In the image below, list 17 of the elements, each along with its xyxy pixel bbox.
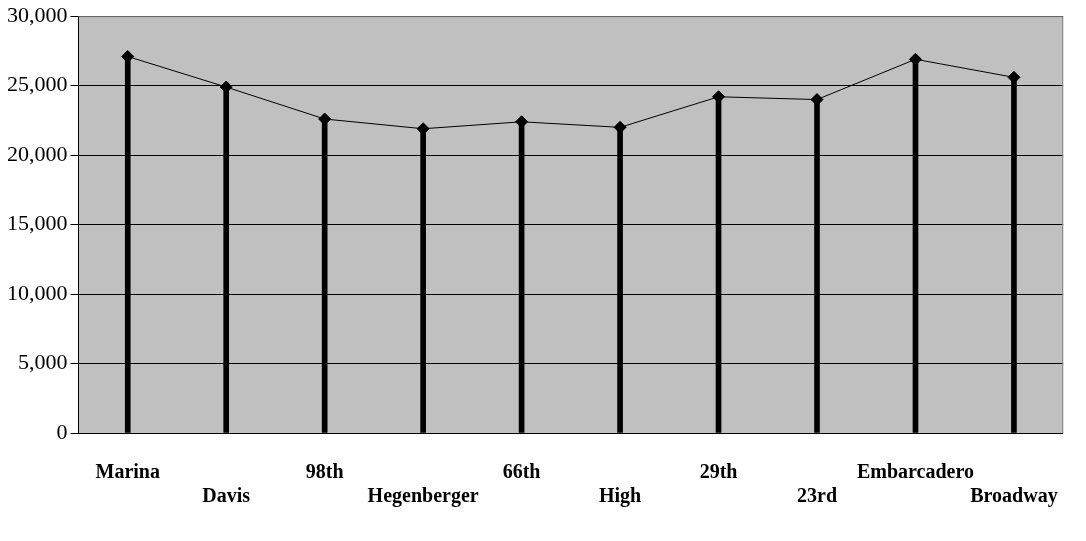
y-tick-label: 10,000 <box>7 279 68 305</box>
x-tick-label: 98th <box>305 460 344 483</box>
y-tick-label: 15,000 <box>7 210 68 236</box>
x-tick-label: 66th <box>502 460 541 483</box>
x-tick-label: Marina <box>95 460 160 483</box>
x-tick-label: Broadway <box>970 484 1058 508</box>
x-tick-label: Davis <box>202 484 251 507</box>
x-tick-label: 23rd <box>797 484 837 507</box>
y-tick-label: 30,000 <box>7 1 68 27</box>
y-tick-label: 20,000 <box>7 140 68 166</box>
y-tick-label: 5,000 <box>18 349 68 375</box>
x-tick-label: High <box>598 484 642 508</box>
x-tick-label: Embarcadero <box>856 460 974 483</box>
x-tick-label: 29th <box>699 460 738 483</box>
y-tick-label: 25,000 <box>7 71 68 97</box>
y-tick-label: 0 <box>56 418 68 444</box>
x-tick-label: Hegenberger <box>367 484 479 508</box>
